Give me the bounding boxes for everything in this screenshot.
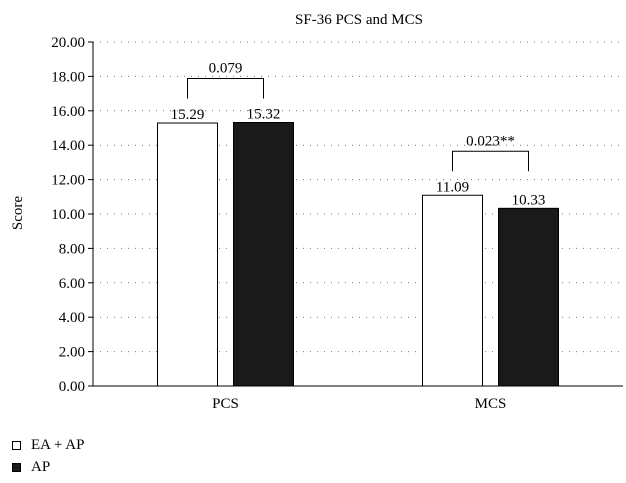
y-tick-label: 12.00 bbox=[51, 173, 85, 189]
legend-label-ea-ap: EA + AP bbox=[31, 436, 85, 453]
y-tick-label: 8.00 bbox=[59, 241, 85, 257]
y-tick-label: 20.00 bbox=[51, 35, 85, 51]
legend: EA + AP AP bbox=[12, 434, 84, 478]
y-tick-label: 0.00 bbox=[59, 379, 85, 395]
bar-pcs-0 bbox=[157, 122, 218, 387]
bar-mcs-0 bbox=[422, 194, 483, 387]
bar-value-label: 11.09 bbox=[436, 179, 469, 195]
significance-bracket bbox=[187, 77, 264, 99]
y-tick-label: 18.00 bbox=[51, 69, 85, 85]
significance-label: 0.023** bbox=[466, 133, 515, 149]
y-tick-label: 2.00 bbox=[59, 345, 85, 361]
bar-pcs-1 bbox=[233, 121, 294, 387]
bars: 15.29 15.32 11.09 10.33 bbox=[157, 106, 559, 387]
x-tick-label: MCS bbox=[475, 396, 507, 412]
y-tick-label: 4.00 bbox=[59, 310, 85, 326]
significance-annotations: 0.079 0.023** bbox=[187, 60, 529, 172]
bar-value-label: 10.33 bbox=[512, 192, 546, 208]
x-tick-label: PCS bbox=[212, 396, 239, 412]
x-axis-ticks: PCS MCS bbox=[212, 396, 506, 412]
bar-mcs-1 bbox=[498, 207, 559, 387]
legend-item-ea-ap: EA + AP bbox=[12, 434, 84, 456]
chart-title: SF-36 PCS and MCS bbox=[295, 12, 423, 28]
significance-bracket bbox=[452, 150, 529, 172]
bar-value-label: 15.29 bbox=[171, 107, 205, 123]
bar-chart: SF-36 PCS and MCS Score 0.00 2.00 4.00 6.00… bbox=[10, 12, 623, 412]
y-tick-label: 16.00 bbox=[51, 104, 85, 120]
legend-label-ap: AP bbox=[31, 458, 51, 475]
y-tick-label: 6.00 bbox=[59, 276, 85, 292]
y-tick-label: 14.00 bbox=[51, 138, 85, 154]
legend-swatch-ap bbox=[12, 462, 21, 472]
significance-label: 0.079 bbox=[209, 60, 243, 76]
bar-value-label: 15.32 bbox=[247, 106, 281, 122]
y-tick-label: 10.00 bbox=[51, 207, 85, 223]
y-axis-ticks: 0.00 2.00 4.00 6.00 8.00 10.00 12.00 14.00 16.00… bbox=[51, 35, 93, 395]
legend-item-ap: AP bbox=[12, 456, 84, 478]
axes bbox=[92, 42, 623, 387]
y-axis-label: Score bbox=[10, 196, 26, 230]
legend-swatch-ea-ap bbox=[12, 440, 21, 450]
